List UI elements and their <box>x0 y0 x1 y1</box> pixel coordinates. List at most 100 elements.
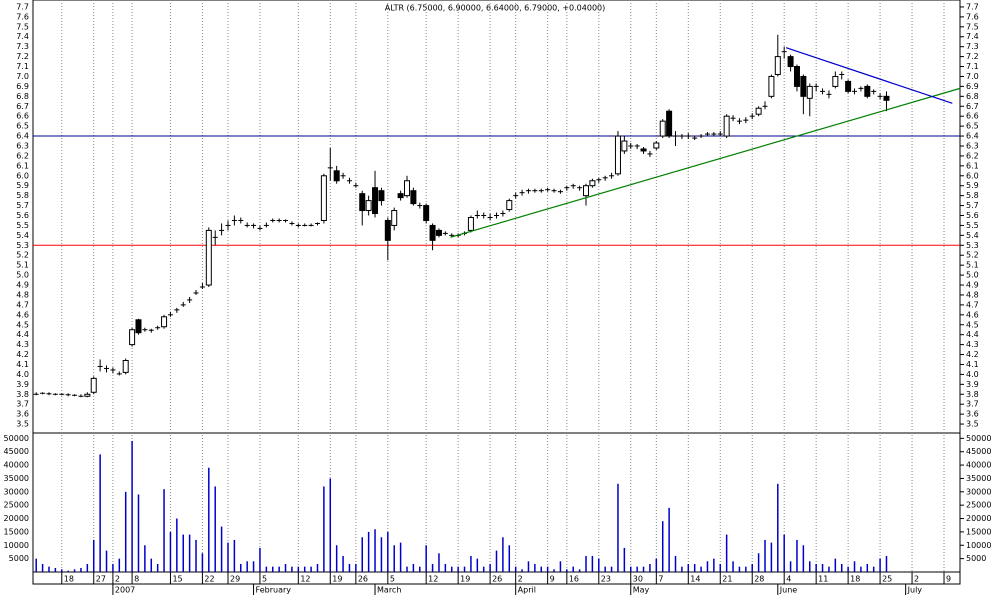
volume-bar <box>578 569 581 572</box>
y-tick-label-left: 5.5 <box>16 221 29 230</box>
volume-bar <box>406 566 408 572</box>
y-tick-label-left: 6.9 <box>16 82 29 91</box>
trend-line <box>450 87 961 238</box>
volume-bar <box>393 545 395 572</box>
volume-tick-label-left: 5000 <box>9 554 29 563</box>
volume-bar <box>572 566 574 572</box>
x-tick-label: 2 <box>518 575 523 584</box>
x-tick-label: 28 <box>754 575 764 584</box>
volume-bar <box>847 566 849 572</box>
volume-bar <box>80 567 82 572</box>
volume-bar <box>482 566 485 572</box>
y-tick-label: 6.4 <box>966 132 979 141</box>
volume-bar <box>361 537 363 572</box>
y-tick-label-left: 5.4 <box>16 231 29 240</box>
volume-bar <box>118 558 121 572</box>
y-tick-label-left: 6.8 <box>16 92 29 101</box>
candle-body <box>423 205 430 221</box>
volume-bar <box>348 563 351 572</box>
y-tick-label-left: 6.2 <box>16 151 29 160</box>
volume-bar <box>131 441 133 572</box>
volume-bar <box>265 566 268 572</box>
candle-body <box>659 120 666 137</box>
y-tick-label: 4.1 <box>966 360 979 369</box>
volume-bar <box>425 545 427 572</box>
y-tick-label-left: 5.7 <box>16 201 29 210</box>
volume-bar <box>732 561 734 572</box>
volume-bar <box>208 467 210 572</box>
volume-bar <box>48 566 50 572</box>
y-tick-label-left: 4.5 <box>16 320 29 329</box>
volume-bar <box>591 555 594 572</box>
volume-bar <box>585 555 587 572</box>
volume-bar <box>450 566 453 572</box>
volume-bar <box>259 547 261 572</box>
volume-bar <box>470 555 472 572</box>
candle-body <box>640 148 647 152</box>
y-tick-label-left: 4.4 <box>16 330 29 339</box>
y-tick-label: 3.8 <box>966 390 979 399</box>
candle-body <box>161 316 168 328</box>
volume-bar <box>885 555 888 572</box>
volume-bar <box>342 555 344 572</box>
volume-bar <box>176 518 178 572</box>
volume-tick-label-left: 50000 <box>4 434 29 443</box>
volume-bar <box>559 561 562 572</box>
volume-bar <box>706 561 709 572</box>
month-label: April <box>518 586 536 595</box>
volume-bar <box>86 563 89 572</box>
trend-line <box>785 47 953 104</box>
candle-body <box>793 66 800 87</box>
volume-bar <box>355 563 357 572</box>
candle-body <box>800 75 807 97</box>
y-tick-label-left: 5.3 <box>16 241 29 250</box>
candle-body <box>403 180 410 197</box>
volume-bar <box>764 539 766 572</box>
x-tick-label: 9 <box>946 575 951 584</box>
y-tick-label: 6.1 <box>966 161 979 170</box>
y-tick-label-left: 7.7 <box>16 2 29 11</box>
x-tick-label: 7 <box>658 575 663 584</box>
volume-bar <box>61 569 63 572</box>
candle-body <box>614 135 621 175</box>
volume-bar <box>124 491 127 572</box>
candle-body <box>806 85 813 99</box>
x-tick-label: 26 <box>358 575 368 584</box>
volume-bar <box>610 566 613 572</box>
y-tick-label: 7.1 <box>966 62 979 71</box>
volume-tick-label: 45000 <box>966 447 991 456</box>
y-tick-label: 5.8 <box>966 191 979 200</box>
volume-bar <box>112 563 114 572</box>
volume-tick-label-left: 20000 <box>4 514 29 523</box>
volume-tick-label: 5000 <box>966 554 986 563</box>
y-tick-label-left: 6.6 <box>16 112 29 121</box>
x-tick-label: 18 <box>64 575 74 584</box>
volume-bar <box>828 566 830 572</box>
y-tick-label-left: 4.6 <box>16 310 29 319</box>
candle-body <box>845 80 852 92</box>
x-tick-label: 26 <box>492 575 502 584</box>
volume-bar <box>649 563 651 572</box>
y-tick-label: 6.8 <box>966 92 979 101</box>
y-tick-label-left: 3.9 <box>16 380 29 389</box>
y-tick-label-left: 3.6 <box>16 410 29 419</box>
volume-bar <box>41 563 44 572</box>
volume-bar <box>323 486 325 572</box>
y-tick-label-left: 6.4 <box>16 132 29 141</box>
volume-bar <box>566 569 568 572</box>
volume-bar <box>508 545 511 572</box>
volume-bar <box>489 563 491 572</box>
y-tick-label: 6.7 <box>966 102 979 111</box>
y-tick-label: 7.6 <box>966 12 979 21</box>
x-tick-label: 30 <box>633 575 643 584</box>
volume-bar <box>815 563 817 572</box>
volume-bar <box>809 561 811 572</box>
y-tick-label-left: 4.0 <box>16 370 29 379</box>
candle-body <box>755 107 762 115</box>
y-tick-label-left: 5.1 <box>16 261 29 270</box>
volume-bar <box>623 547 626 572</box>
volume-bar <box>604 566 606 572</box>
volume-bar <box>329 478 332 572</box>
x-tick-label: 9 <box>550 575 555 584</box>
y-tick-label-left: 6.0 <box>16 171 29 180</box>
